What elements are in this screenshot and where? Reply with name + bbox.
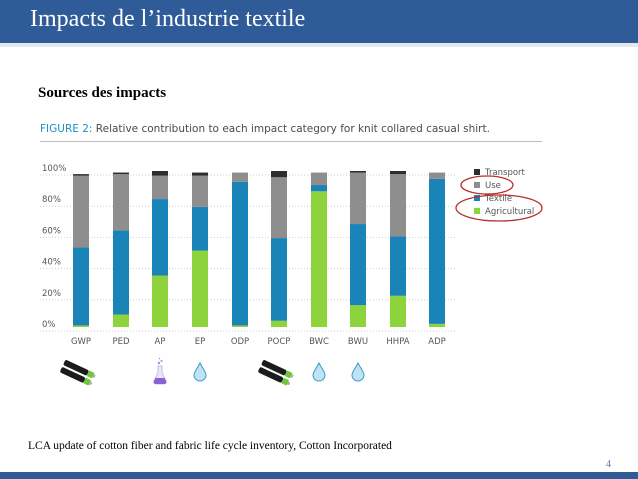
legend-label-agricultural: Agricultural	[485, 207, 534, 217]
bottom-bar	[0, 472, 638, 479]
bar-segment-use	[350, 172, 366, 225]
bar-segment-transport	[350, 171, 366, 173]
bar-segment-use	[390, 174, 406, 237]
battery-icon	[60, 360, 96, 386]
bar-segment-use	[113, 174, 129, 231]
bar-segment-agricultural	[192, 250, 208, 327]
bar-segment-use	[192, 175, 208, 207]
bar-segment-textile	[152, 199, 168, 276]
page-number: 4	[606, 459, 611, 470]
legend-swatch-use	[474, 182, 480, 188]
bar-segment-transport	[73, 174, 89, 176]
figure-label: FIGURE 2:	[40, 123, 93, 135]
bar-segment-textile	[390, 236, 406, 296]
y-tick-label: 0%	[42, 320, 56, 330]
bar-segment-agricultural	[350, 305, 366, 327]
y-tick-label: 40%	[42, 258, 61, 268]
flask-icon	[153, 357, 167, 385]
bar-segment-transport	[390, 171, 406, 175]
bar-segment-use	[232, 172, 248, 182]
bar-segment-transport	[152, 171, 168, 176]
legend-label-use: Use	[485, 181, 501, 191]
figure-caption: FIGURE 2: Relative contribution to each …	[40, 123, 490, 135]
legend-swatch-textile	[474, 195, 480, 201]
y-tick-label: 20%	[42, 289, 61, 299]
x-tick-label: HHPA	[386, 337, 409, 347]
bar-segment-agricultural	[152, 275, 168, 327]
x-tick-label: PED	[112, 337, 129, 347]
source-footnote: LCA update of cotton fiber and fabric li…	[28, 440, 392, 452]
slide-title: Impacts de l’industrie textile	[30, 6, 306, 32]
bar-segment-textile	[311, 185, 327, 192]
y-tick-label: 100%	[42, 164, 66, 174]
x-tick-label: EP	[195, 337, 206, 347]
x-tick-label: ADP	[428, 337, 446, 347]
bar-segment-use	[271, 177, 287, 239]
bar-segment-transport	[192, 172, 208, 176]
bar-segment-textile	[429, 178, 445, 324]
bar-segment-textile	[192, 206, 208, 251]
slide-subtitle: Sources des impacts	[38, 85, 167, 101]
x-tick-label: GWP	[71, 337, 91, 347]
legend-swatch-transport	[474, 169, 480, 175]
figure-divider	[40, 141, 542, 142]
figure-caption-text: Relative contribution to each impact cat…	[92, 123, 490, 135]
bar-segment-use	[73, 175, 89, 248]
bar-segment-agricultural	[113, 314, 129, 327]
water-drop-icon	[351, 361, 365, 382]
bar-segment-transport	[113, 172, 129, 175]
legend-label-textile: Textile	[484, 194, 512, 204]
bar-segment-agricultural	[232, 325, 248, 327]
title-bar: Impacts de l’industrie textile	[0, 0, 638, 47]
battery-icon	[258, 360, 294, 386]
x-tick-label: AP	[155, 337, 166, 347]
water-drop-icon	[312, 361, 326, 382]
bar-segment-agricultural	[429, 323, 445, 327]
x-tick-label: POCP	[268, 337, 291, 347]
bar-segment-textile	[232, 181, 248, 326]
bar-segment-agricultural	[311, 191, 327, 327]
legend-label-transport: Transport	[484, 168, 526, 178]
bar-segment-agricultural	[73, 325, 89, 327]
legend-swatch-agricultural	[474, 208, 480, 214]
bar-segment-textile	[113, 230, 129, 315]
bar-segment-use	[152, 175, 168, 200]
x-tick-label: BWC	[309, 337, 329, 347]
y-tick-label: 80%	[42, 195, 61, 205]
x-tick-label: BWU	[348, 337, 368, 347]
bar-segment-agricultural	[271, 320, 287, 327]
bar-segment-agricultural	[390, 295, 406, 327]
bar-segment-use	[429, 172, 445, 179]
bar-segment-textile	[350, 224, 366, 306]
y-tick-label: 60%	[42, 226, 61, 236]
bar-segment-transport	[271, 171, 287, 178]
x-tick-label: ODP	[231, 337, 249, 347]
bar-segment-textile	[271, 238, 287, 321]
bar-segment-textile	[73, 247, 89, 326]
bar-segment-use	[311, 172, 327, 186]
water-drop-icon	[193, 361, 207, 382]
highlight-circle-use	[460, 175, 514, 195]
highlight-circle-textile-agricultural	[455, 194, 543, 222]
